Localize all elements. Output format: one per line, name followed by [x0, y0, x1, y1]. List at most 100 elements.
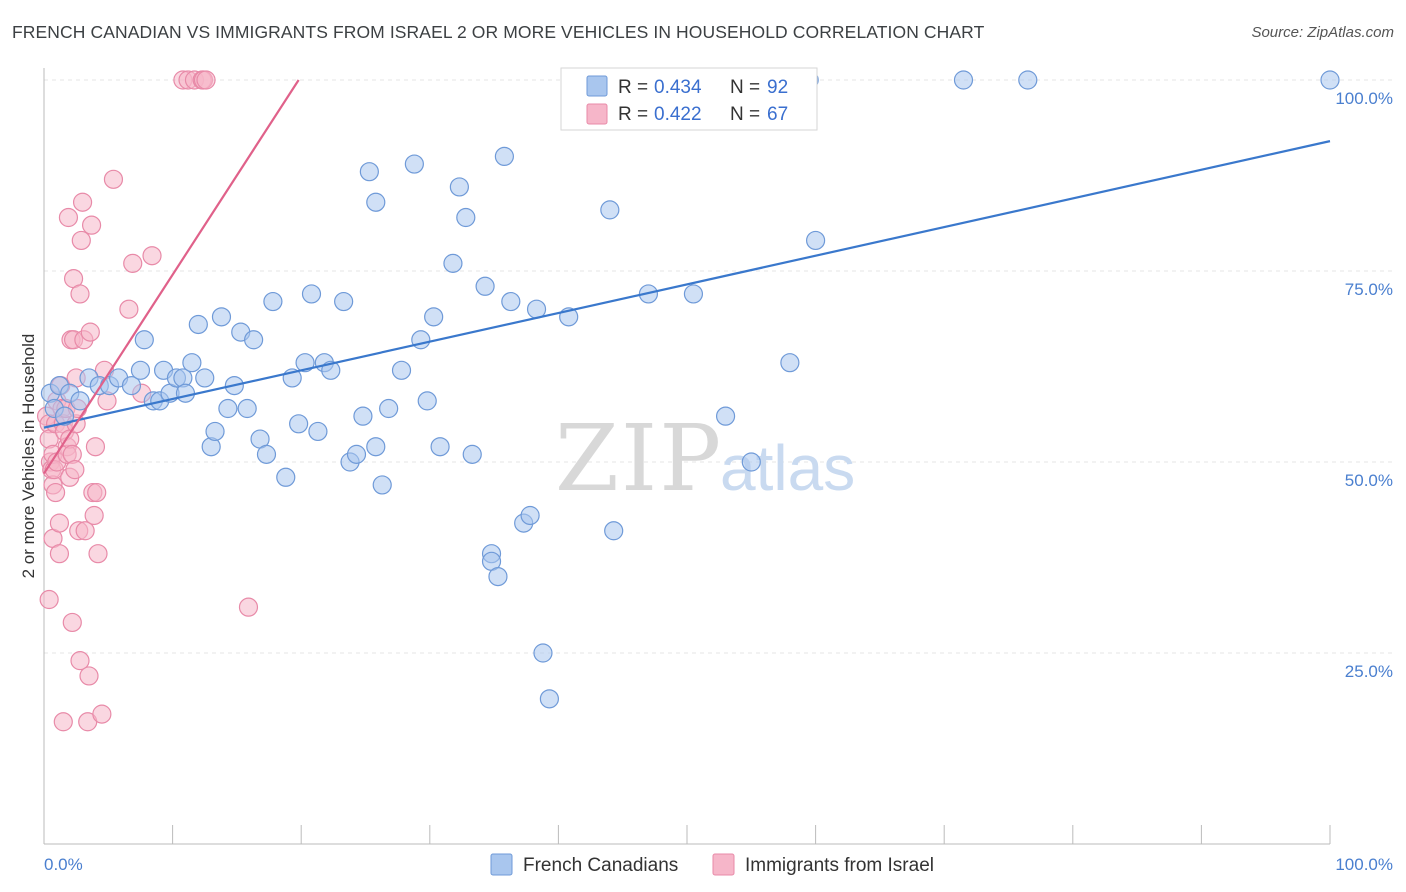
pink-point [58, 207, 79, 228]
blue-point [130, 360, 151, 380]
blue-point [70, 391, 90, 411]
pink-point [70, 284, 90, 304]
blue-point [715, 406, 736, 426]
pink-point [84, 505, 104, 526]
y-tick-label: 50.0% [1345, 471, 1393, 490]
trend-line-immigrants-from-israel [43, 79, 300, 475]
x-tick-label-max: 100.0% [1335, 855, 1393, 874]
stats-legend-n-value-pink: 67 [767, 104, 788, 125]
blue-point [475, 276, 495, 296]
blue-point [182, 353, 202, 373]
blue-point [417, 391, 437, 411]
pink-point [80, 322, 100, 342]
chart-title: FRENCH CANADIAN VS IMMIGRANTS FROM ISRAE… [12, 22, 985, 42]
legend-swatch-french-canadians [490, 853, 513, 876]
blue-point [462, 444, 482, 464]
stats-legend-r-label-pink: R = [618, 104, 648, 125]
blue-point [379, 398, 399, 419]
pink-point [75, 521, 95, 541]
blue-point [494, 146, 514, 166]
pink-point [49, 513, 70, 533]
blue-point [953, 70, 974, 90]
y-tick-label: 75.0% [1345, 280, 1393, 299]
blue-point [805, 230, 826, 251]
blue-point [520, 505, 540, 526]
pink-point [49, 544, 70, 564]
stats-legend-n-label-blue: N = [730, 77, 760, 98]
series-french-canadians [40, 70, 1340, 709]
y-axis-title: 2 or more Vehicles in Household [19, 334, 38, 579]
stats-legend-n-label-pink: N = [730, 104, 760, 125]
pink-point [88, 544, 108, 564]
pink-point [103, 169, 124, 189]
pink-point [71, 230, 91, 251]
blue-point [244, 330, 264, 350]
x-tick-label-min: 0.0% [44, 855, 83, 874]
blue-point [780, 353, 800, 373]
blue-point [366, 437, 386, 457]
blue-point [263, 291, 283, 312]
blue-point [256, 444, 277, 464]
legend-label-immigrants-from-israel: Immigrants from Israel [745, 855, 934, 876]
blue-point [295, 353, 315, 373]
stats-legend-r-value-blue: 0.434 [654, 77, 702, 98]
blue-point [1320, 70, 1340, 90]
blue-point [683, 284, 704, 304]
blue-point [134, 330, 154, 350]
pink-point [81, 215, 102, 235]
trend-line-french-canadians [43, 140, 1331, 429]
y-tick-label: 100.0% [1335, 89, 1393, 108]
pink-point [238, 597, 259, 617]
stats-legend-r-label-blue: R = [618, 77, 648, 98]
pink-point [62, 612, 82, 633]
blue-point [334, 291, 354, 312]
source-label: Source: ZipAtlas.com [1251, 24, 1394, 41]
blue-point [308, 421, 328, 442]
blue-point [741, 452, 761, 472]
blue-point [604, 521, 624, 541]
blue-point [533, 643, 553, 663]
stats-legend-n-value-blue: 92 [767, 77, 788, 98]
blue-point [600, 200, 620, 220]
pink-point [87, 482, 107, 503]
blue-point [488, 566, 508, 587]
y-tick-label: 25.0% [1345, 662, 1393, 681]
blue-point [391, 360, 412, 380]
blue-point [188, 314, 208, 335]
trend-lines [43, 79, 1331, 475]
pink-point [72, 192, 93, 212]
pink-point [92, 704, 112, 724]
pink-point [39, 589, 59, 610]
blue-point [276, 467, 296, 487]
blue-point [175, 383, 196, 403]
y-tick-labels: 25.0% 50.0% 75.0% 100.0% [1335, 89, 1393, 681]
blue-point [430, 437, 450, 457]
blue-point [54, 406, 75, 426]
blue-point [195, 368, 215, 388]
blue-point [443, 253, 463, 273]
blue-point [359, 162, 379, 182]
blue-point [1018, 70, 1038, 90]
blue-point [501, 291, 521, 312]
series-legend: French Canadians Immigrants from Israel [490, 853, 934, 876]
x-ticks [43, 825, 1331, 844]
legend-label-french-canadians: French Canadians [523, 855, 678, 876]
blue-point [372, 475, 392, 495]
blue-point [121, 376, 142, 396]
blue-point [366, 192, 386, 212]
blue-point [211, 307, 232, 327]
pink-point [119, 299, 139, 319]
stats-legend: R = 0.434 N = 92 R = 0.422 N = 67 [560, 67, 818, 131]
pink-point [45, 482, 66, 503]
blue-point [424, 307, 444, 327]
stats-legend-r-value-pink: 0.422 [654, 104, 702, 125]
watermark-zip: ZIP [555, 405, 723, 512]
pink-point [123, 253, 143, 273]
blue-point [456, 207, 476, 228]
grid-lines [44, 79, 1392, 654]
watermark-atlas: atlas [720, 432, 855, 504]
pink-point [53, 712, 73, 732]
blue-point [237, 398, 257, 419]
stats-legend-swatch-blue [586, 75, 608, 97]
